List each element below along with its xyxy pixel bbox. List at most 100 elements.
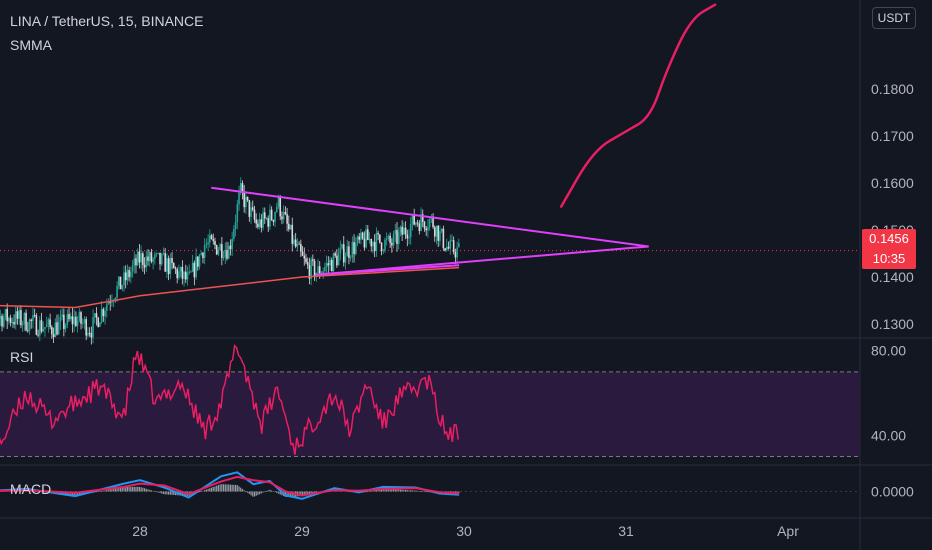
macd-histogram-bar: [374, 490, 376, 492]
macd-histogram-bar: [303, 491, 305, 496]
candle-body: [130, 271, 132, 278]
candle-body: [418, 223, 421, 231]
candle-body: [435, 225, 438, 237]
macd-histogram-bar: [375, 489, 377, 492]
candle-body: [142, 253, 144, 265]
candle-body: [44, 327, 46, 330]
macd-histogram-bar: [415, 490, 417, 492]
candle-body: [26, 330, 29, 332]
candle-body: [178, 271, 180, 279]
candle-body: [342, 244, 345, 263]
candle-body: [90, 333, 93, 338]
macd-histogram-bar: [262, 491, 264, 493]
macd-histogram-bar: [142, 487, 144, 492]
candle-body: [289, 224, 292, 230]
candle-body: [454, 252, 457, 258]
macd-histogram-bar: [128, 486, 130, 492]
candle-body: [30, 319, 33, 321]
projection-curve: [559, 3, 717, 208]
candle-body: [2, 317, 5, 327]
macd-histogram-bar: [417, 490, 419, 492]
macd-histogram-bar: [265, 491, 268, 492]
candle-body: [4, 309, 7, 318]
candle-body: [250, 207, 252, 217]
candle-body: [401, 226, 403, 235]
candle-body: [272, 219, 275, 222]
candle-body: [83, 319, 86, 324]
macd-histogram-bar: [243, 490, 245, 492]
macd-histogram-bar: [121, 487, 123, 492]
triangle-upper-line: [211, 186, 649, 248]
candle-body: [294, 239, 297, 247]
macd-histogram-bar: [281, 491, 283, 496]
macd-histogram-bar: [214, 486, 216, 492]
rsi-pane-label[interactable]: RSI: [10, 349, 34, 365]
candle-body: [415, 222, 417, 225]
macd-histogram-bar: [228, 484, 230, 492]
candle-body: [456, 247, 458, 258]
candle-body: [255, 219, 257, 224]
macd-histogram-bar: [234, 484, 237, 492]
candle-body: [306, 262, 309, 266]
candle-body: [275, 206, 278, 213]
candle-body: [408, 237, 410, 239]
candle-body: [270, 209, 273, 220]
candle-body: [337, 253, 340, 266]
macd-histogram-bar: [162, 491, 165, 495]
candle-body: [346, 246, 348, 257]
candle-body: [52, 334, 55, 338]
candle-body: [449, 240, 452, 249]
macd-histogram-bar: [137, 486, 139, 492]
candle-body: [164, 253, 166, 272]
macd-histogram-bar: [169, 491, 171, 495]
currency-button[interactable]: USDT: [872, 7, 916, 29]
macd-histogram-bar: [420, 491, 422, 492]
macd-histogram-bar: [97, 491, 99, 493]
macd-histogram-bar: [171, 491, 173, 495]
macd-histogram-bar: [75, 491, 77, 497]
candle-body: [269, 209, 271, 227]
candle-body: [99, 322, 101, 327]
smma-line: [0, 266, 460, 309]
macd-histogram-bar: [116, 488, 118, 492]
symbol-title[interactable]: LINA / TetherUS, 15, BINANCE: [10, 13, 204, 29]
price-axis-label: 0.1300: [871, 316, 914, 332]
candle-body: [217, 249, 220, 255]
price-axis-label: 0.1400: [871, 269, 914, 285]
time-axis-label: 28: [132, 523, 148, 539]
candle-body: [174, 268, 177, 270]
candle-body: [298, 243, 300, 245]
candle-body: [403, 227, 405, 235]
candle-body: [8, 317, 10, 322]
candle-body: [300, 244, 302, 252]
macd-histogram-bar: [312, 491, 314, 494]
candle-body: [171, 257, 173, 264]
macd-histogram-bar: [387, 489, 390, 492]
macd-histogram-bar: [114, 488, 116, 492]
macd-histogram-bar: [78, 491, 80, 496]
candle-body: [131, 265, 134, 272]
macd-histogram-bar: [372, 490, 374, 492]
candle-body: [56, 322, 58, 335]
candle-body: [325, 263, 328, 268]
candle-body: [365, 229, 367, 248]
last-price-tag: 0.1456 10:35: [862, 229, 916, 269]
candle-body: [133, 258, 136, 266]
smma-indicator-label[interactable]: SMMA: [10, 37, 52, 53]
macd-histogram-bar: [458, 491, 460, 494]
macd-histogram-bar: [224, 484, 226, 492]
candle-body: [284, 212, 287, 215]
candle-body: [59, 316, 62, 322]
candle-body: [136, 251, 139, 266]
macd-histogram-bar: [391, 489, 393, 492]
candle-body: [327, 263, 330, 266]
macd-histogram-bar: [106, 490, 108, 492]
macd-histogram-bar: [109, 489, 111, 492]
candle-body: [33, 315, 36, 317]
macd-pane-label[interactable]: MACD: [10, 481, 52, 497]
macd-histogram-bar: [380, 488, 383, 492]
macd-histogram-bar: [217, 485, 220, 492]
macd-histogram-bar: [300, 491, 302, 497]
